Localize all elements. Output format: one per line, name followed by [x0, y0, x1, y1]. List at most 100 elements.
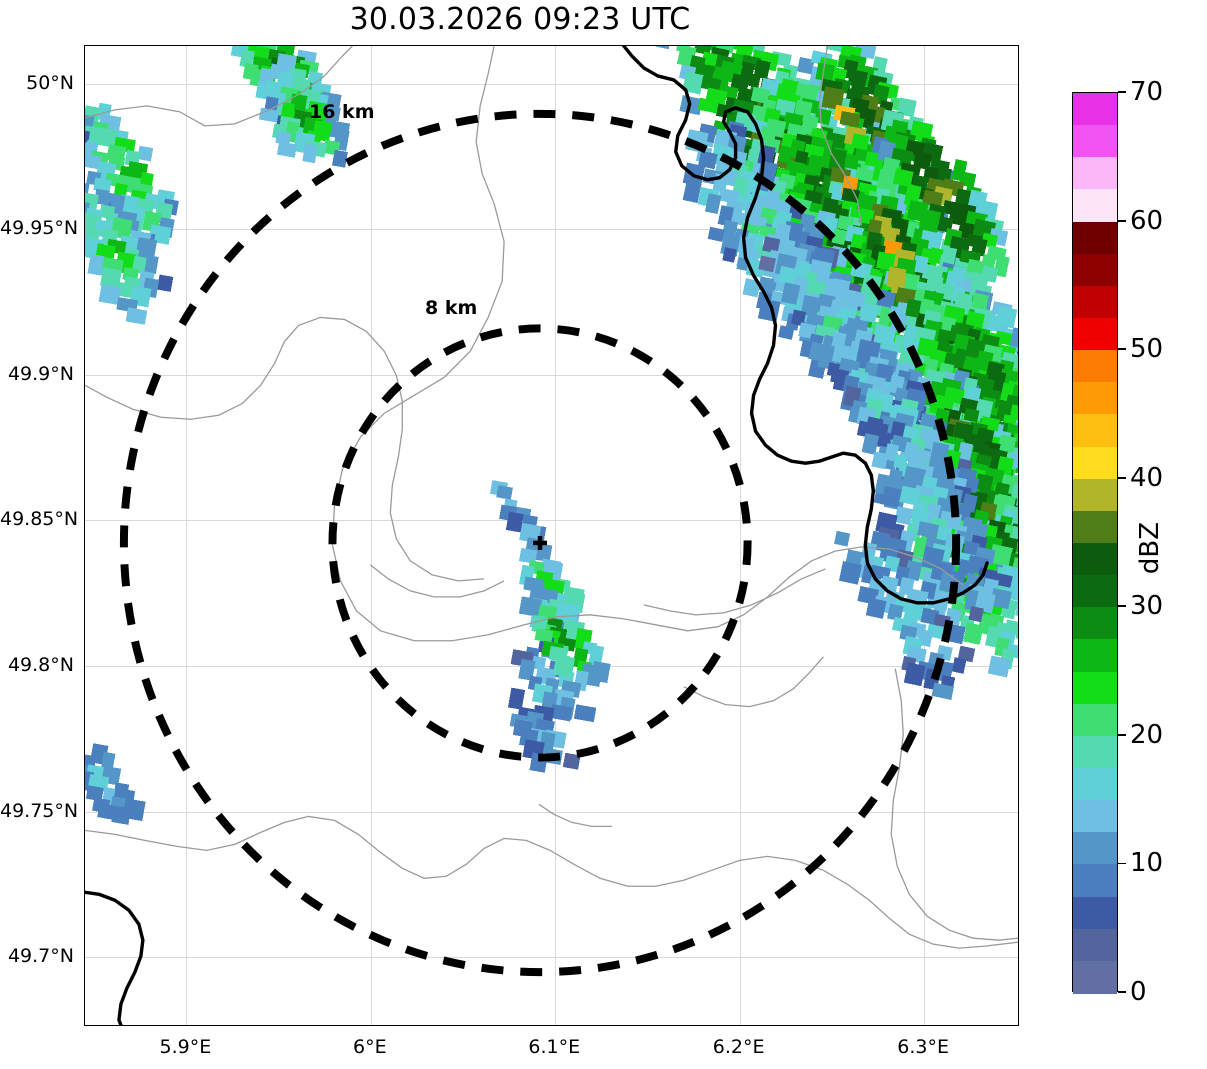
radar-echo-cell: [882, 156, 901, 173]
radar-echo-cell: [549, 703, 573, 722]
colorbar-segment-24: [1073, 864, 1117, 898]
colorbar-segment-18: [1073, 671, 1117, 705]
radar-echo-cell: [821, 86, 845, 111]
colorbar-tick-label-2: 50: [1130, 334, 1164, 365]
radar-echo-cell: [116, 281, 133, 298]
radar-echo-cell: [903, 662, 926, 687]
radar-echo-cell: [896, 97, 917, 118]
radar-map-canvas: [85, 46, 1018, 1025]
radar-echo-cell: [753, 59, 771, 80]
admin-borders-layer: [85, 46, 1018, 949]
colorbar-segment-6: [1073, 285, 1117, 319]
radar-echo-cell: [948, 206, 971, 227]
radar-echo-cell: [989, 587, 1012, 610]
radar-echo-cell: [951, 657, 967, 674]
radar-echo-cell: [707, 226, 725, 242]
radar-echo-cell: [800, 294, 821, 318]
colorbar-segment-16: [1073, 607, 1117, 641]
radar-echo-cell: [85, 785, 104, 802]
colorbar-tick-label-7: 0: [1130, 977, 1147, 1007]
radar-echo-cell: [531, 655, 547, 671]
radar-echo-cell: [839, 111, 861, 128]
longitude-label-1: 6°E: [353, 1036, 387, 1058]
radar-echo-cell: [828, 148, 848, 172]
colorbar-segment-22: [1073, 800, 1117, 833]
colorbar-tick-label-3: 40: [1130, 462, 1164, 493]
gridline-lon: [370, 46, 372, 1025]
colorbar-tick-mark-1: [1118, 219, 1126, 222]
colorbar-axis-label: dBZ: [1135, 521, 1165, 575]
radar-echo-cell: [851, 133, 870, 151]
longitude-label-3: 6.2°E: [712, 1036, 765, 1058]
radar-echo-cell: [861, 433, 880, 455]
colorbar-tick-mark-3: [1118, 476, 1126, 479]
radar-echo-cell: [758, 255, 776, 273]
radar-echo-cell: [518, 658, 536, 681]
gridline-lon: [555, 46, 557, 1025]
radar-echo-cell: [85, 140, 98, 160]
radar-echo-cell: [825, 46, 845, 53]
radar-echo-cell: [99, 204, 116, 220]
radar-echo-cell: [697, 97, 721, 114]
gridline-lon: [739, 46, 741, 1025]
radar-echo-cell: [137, 145, 154, 162]
radar-echo-cell: [974, 473, 994, 494]
radar-echo-cell: [682, 181, 702, 204]
radar-echo-cell: [865, 597, 887, 619]
radar-echo-cell: [815, 62, 835, 82]
radar-echo-cell: [957, 645, 976, 663]
latitude-label-4: 49.8°N: [7, 654, 74, 677]
radar-echo-cell: [806, 279, 827, 296]
colorbar-segment-5: [1073, 253, 1117, 287]
colorbar-segment-2: [1073, 157, 1117, 191]
radar-echo-cell: [894, 506, 914, 526]
radar-echo-cell: [994, 330, 1014, 346]
radar-echo-cell: [94, 127, 118, 148]
latitude-label-0: 50°N: [26, 71, 74, 94]
colorbar-segment-15: [1073, 575, 1117, 608]
colorbar-tick-label-6: 10: [1130, 848, 1164, 879]
radar-echo-cell: [722, 247, 737, 263]
radar-echo-cell: [830, 367, 850, 385]
radar-echo-cell: [87, 253, 106, 276]
colorbar[interactable]: [1072, 92, 1118, 994]
radar-echo-cell: [791, 309, 807, 327]
radar-echo-cell: [877, 140, 897, 163]
radar-echo-cell: [555, 601, 578, 622]
radar-echo-cell: [85, 153, 102, 170]
radar-echo-cell: [258, 107, 279, 123]
radar-echo-cell: [881, 486, 903, 508]
longitude-label-0: 5.9°E: [159, 1036, 212, 1058]
radar-echo-cell: [518, 596, 543, 618]
radar-echo-cell: [913, 150, 933, 171]
colorbar-segment-21: [1073, 768, 1117, 801]
radar-echo-cell: [905, 298, 922, 318]
colorbar-segment-7: [1073, 318, 1117, 351]
radar-echo-cell: [987, 655, 1011, 678]
radar-echo-cell: [655, 46, 672, 50]
radar-echo-cell: [552, 654, 576, 678]
radar-echo-cell: [827, 132, 849, 153]
radar-echo-cell: [871, 451, 889, 470]
radar-echo-cell: [302, 143, 318, 164]
radar-echo-cell: [844, 289, 867, 308]
radar-echo-cell: [573, 704, 597, 723]
latitude-label-5: 49.75°N: [0, 799, 79, 822]
radar-echo-cell: [85, 235, 99, 259]
radar-echo-cell: [682, 71, 705, 95]
radar-echo-cell: [814, 107, 832, 126]
radar-echo-cell: [931, 682, 955, 700]
range-ring-8km: [328, 324, 752, 762]
colorbar-tick-mark-2: [1118, 348, 1126, 351]
radar-echo-cell: [1008, 451, 1018, 470]
radar-echo-cell: [986, 314, 1004, 333]
radar-echo-cell: [957, 558, 977, 577]
range-ring-16km: [119, 109, 961, 977]
radar-echo-cell: [704, 193, 722, 215]
radar-echo-cell: [856, 420, 878, 439]
colorbar-tick-label-0: 70: [1130, 77, 1164, 107]
radar-plot-area[interactable]: 16 km 8 km: [84, 45, 1019, 1026]
radar-echo-cell: [125, 307, 148, 325]
colorbar-segment-27: [1073, 960, 1117, 994]
radar-echo-cell: [922, 189, 944, 208]
